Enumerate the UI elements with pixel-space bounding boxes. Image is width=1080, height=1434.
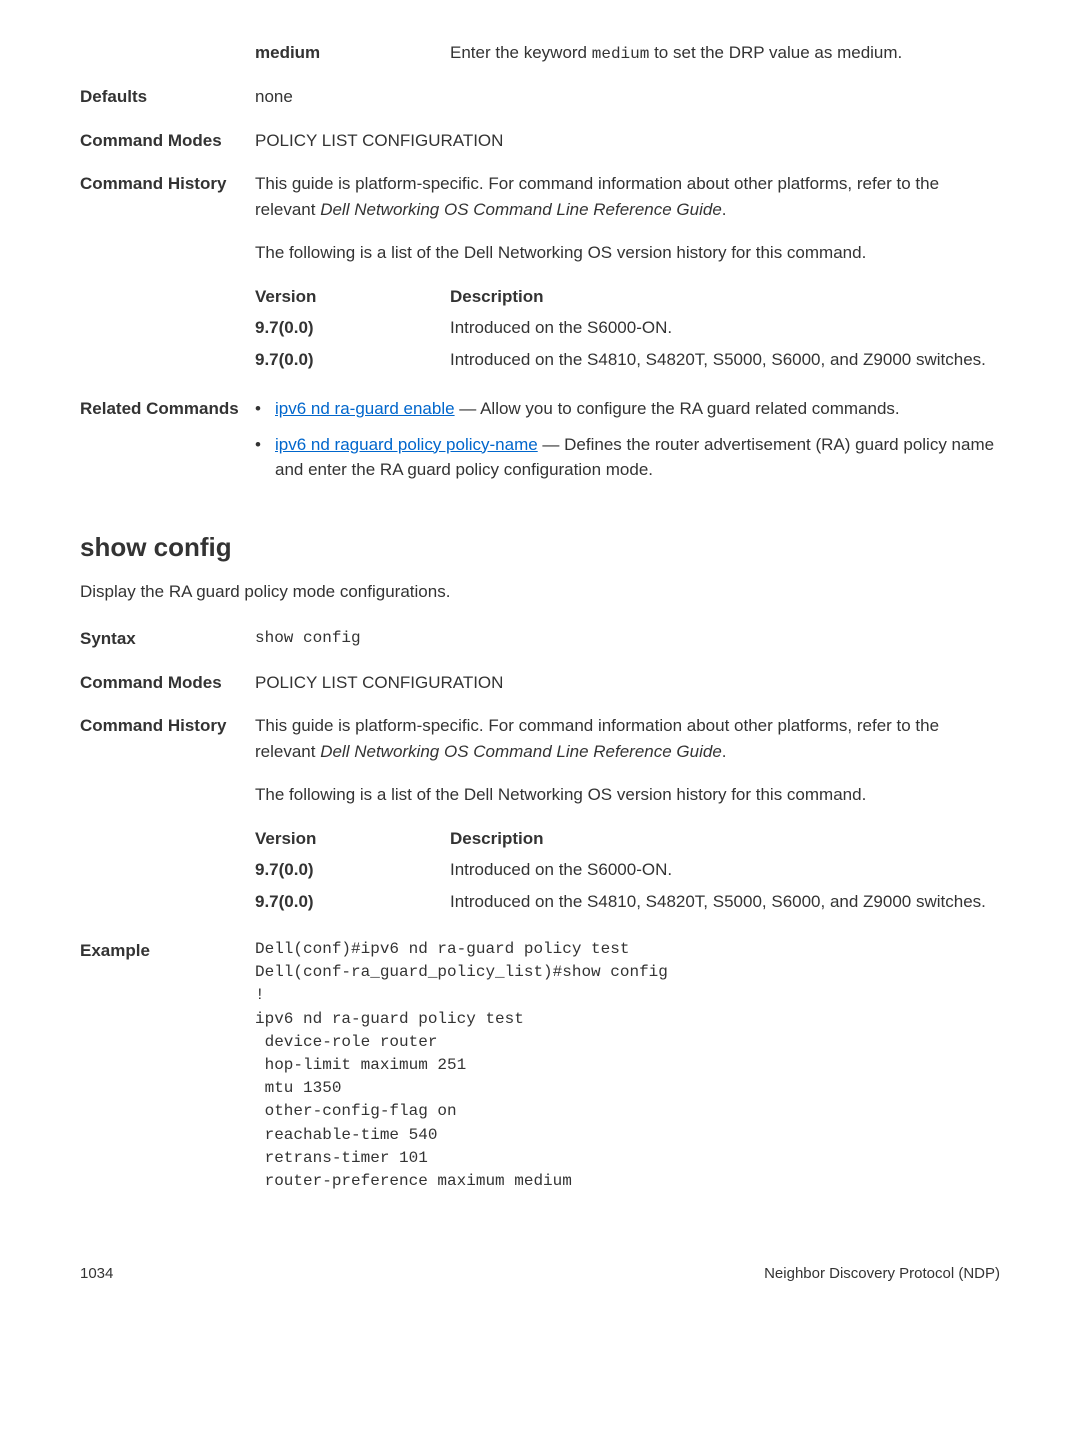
link-raguard-policy[interactable]: ipv6 nd raguard policy policy-name — [275, 435, 538, 454]
description-header: Description — [450, 284, 1000, 310]
command-history-label-2: Command History — [80, 713, 255, 920]
history2-p1-post: . — [722, 742, 727, 761]
syntax-label: Syntax — [80, 626, 255, 652]
description-header-2: Description — [450, 826, 1000, 852]
history2-para1: This guide is platform-specific. For com… — [255, 713, 1000, 764]
history2-para2: The following is a list of the Dell Netw… — [255, 782, 1000, 808]
defaults-value: none — [255, 84, 1000, 110]
history-p1-post: . — [722, 200, 727, 219]
version-2-desc: Introduced on the S4810, S4820T, S5000, … — [450, 347, 1000, 373]
history-p1-italic: Dell Networking OS Command Line Referenc… — [320, 200, 722, 219]
version-header-2: Version — [255, 826, 450, 852]
command-modes-value: POLICY LIST CONFIGURATION — [255, 128, 1000, 154]
example-label: Example — [80, 938, 255, 1193]
related-commands-label: Related Commands — [80, 396, 255, 493]
version2-2-desc: Introduced on the S4810, S4820T, S5000, … — [450, 889, 1000, 915]
defaults-label: Defaults — [80, 84, 255, 110]
section-desc: Display the RA guard policy mode configu… — [80, 579, 1000, 605]
history-para1: This guide is platform-specific. For com… — [255, 171, 1000, 222]
command-modes-label: Command Modes — [80, 128, 255, 154]
syntax-value: show config — [255, 626, 1000, 652]
version-1-desc: Introduced on the S6000-ON. — [450, 315, 1000, 341]
page-number: 1034 — [80, 1263, 113, 1286]
version-header: Version — [255, 284, 450, 310]
command-modes-value-2: POLICY LIST CONFIGURATION — [255, 670, 1000, 696]
link-ra-guard-enable[interactable]: ipv6 nd ra-guard enable — [275, 399, 455, 418]
section-title-show-config: show config — [80, 528, 1000, 567]
related-item-1-text: — Allow you to configure the RA guard re… — [455, 399, 900, 418]
param-name: medium — [255, 40, 450, 66]
related-item-1: ipv6 nd ra-guard enable — Allow you to c… — [255, 396, 1000, 422]
version2-1-desc: Introduced on the S6000-ON. — [450, 857, 1000, 883]
param-desc-code: medium — [592, 45, 650, 63]
version2-1: 9.7(0.0) — [255, 857, 450, 883]
param-desc-pre: Enter the keyword — [450, 43, 592, 62]
version-2: 9.7(0.0) — [255, 347, 450, 373]
version2-2: 9.7(0.0) — [255, 889, 450, 915]
history2-p1-italic: Dell Networking OS Command Line Referenc… — [320, 742, 722, 761]
command-modes-label-2: Command Modes — [80, 670, 255, 696]
version-1: 9.7(0.0) — [255, 315, 450, 341]
footer-title: Neighbor Discovery Protocol (NDP) — [764, 1263, 1000, 1286]
history-para2: The following is a list of the Dell Netw… — [255, 240, 1000, 266]
example-code: Dell(conf)#ipv6 nd ra-guard policy test … — [255, 938, 1000, 1193]
param-desc-post: to set the DRP value as medium. — [649, 43, 902, 62]
related-item-2: ipv6 nd raguard policy policy-name — Def… — [255, 432, 1000, 483]
param-desc: Enter the keyword medium to set the DRP … — [450, 40, 1000, 66]
command-history-label: Command History — [80, 171, 255, 378]
